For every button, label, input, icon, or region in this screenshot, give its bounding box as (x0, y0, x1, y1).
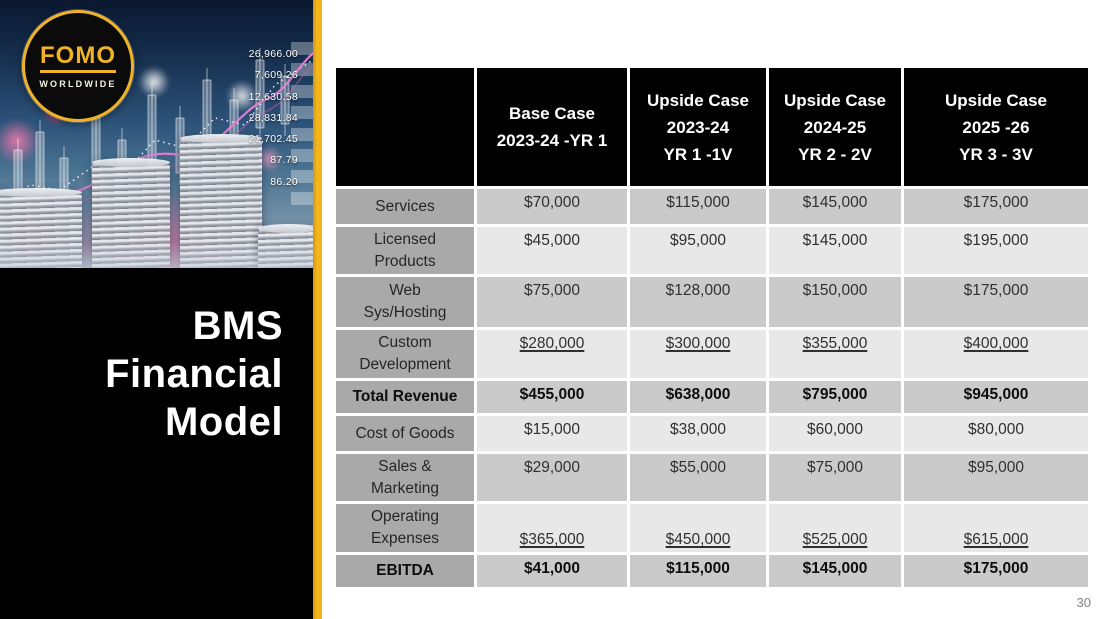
slide-title: BMS Financial Model (0, 302, 283, 446)
header-corner-cell (336, 68, 474, 186)
bokeh-light (0, 118, 40, 164)
value-cell: $280,000 (477, 330, 627, 378)
value-cell: $70,000 (477, 189, 627, 224)
fomo-logo: FOMO WORLDWIDE (22, 10, 134, 122)
header-cell: Upside Case 2023-24 YR 1 -1V (630, 68, 766, 186)
value-cell: $175,000 (904, 189, 1088, 224)
value-cell: $15,000 (477, 416, 627, 451)
title-line: Financial (105, 352, 283, 396)
value-cell: $145,000 (769, 227, 901, 274)
value-cell: $95,000 (630, 227, 766, 274)
title-panel: BMS Financial Model (0, 268, 313, 619)
value-cell: $300,000 (630, 330, 766, 378)
row-label-cell: Licensed Products (336, 227, 474, 274)
ticker-value: 26,966.00 (248, 48, 298, 60)
header-cell: Base Case 2023-24 -YR 1 (477, 68, 627, 186)
title-line: BMS (192, 304, 283, 348)
value-cell: $60,000 (769, 416, 901, 451)
header-cell: Upside Case 2024-25 YR 2 - 2V (769, 68, 901, 186)
value-cell: $41,000 (477, 555, 627, 587)
value-cell: $45,000 (477, 227, 627, 274)
value-cell: $615,000 (904, 504, 1088, 552)
financial-table: Base Case 2023-24 -YR 1 Upside Case 2023-… (336, 68, 1088, 587)
value-cell: $365,000 (477, 504, 627, 552)
row-label-cell: EBITDA (336, 555, 474, 587)
stock-photo: 26,966.00 7,609.26 12,630.58 28,831.84 21,70… (0, 0, 313, 268)
value-cell: $355,000 (769, 330, 901, 378)
value-cell: $175,000 (904, 555, 1088, 587)
row-label-cell: Web Sys/Hosting (336, 277, 474, 327)
logo-subtitle: WORLDWIDE (39, 78, 117, 89)
value-cell: $115,000 (630, 189, 766, 224)
value-cell: $455,000 (477, 381, 627, 413)
row-label-cell: Cost of Goods (336, 416, 474, 451)
value-cell: $150,000 (769, 277, 901, 327)
value-cell: $525,000 (769, 504, 901, 552)
value-cell: $450,000 (630, 504, 766, 552)
value-cell: $175,000 (904, 277, 1088, 327)
row-label-cell: Total Revenue (336, 381, 474, 413)
value-cell: $38,000 (630, 416, 766, 451)
value-cell: $29,000 (477, 454, 627, 501)
value-cell: $145,000 (769, 189, 901, 224)
ticker-value: 28,831.84 (248, 111, 298, 124)
row-label-cell: Sales & Marketing (336, 454, 474, 501)
value-cell: $195,000 (904, 227, 1088, 274)
header-cell: Upside Case 2025 -26 YR 3 - 3V (904, 68, 1088, 186)
row-label-cell: Services (336, 189, 474, 224)
value-cell: $115,000 (630, 555, 766, 587)
ticker-values: 26,966.00 7,609.26 12,630.58 28,831.84 21,70… (249, 44, 298, 193)
value-cell: $638,000 (630, 381, 766, 413)
row-label-cell: Operating Expenses (336, 504, 474, 552)
page-number: 30 (1076, 595, 1091, 610)
value-cell: $400,000 (904, 330, 1088, 378)
value-cell: $795,000 (769, 381, 901, 413)
logo-name: FOMO (40, 43, 116, 73)
value-cell: $145,000 (769, 555, 901, 587)
bokeh-light (138, 66, 170, 98)
ticker-value: 86.20 (270, 175, 298, 188)
value-cell: $95,000 (904, 454, 1088, 501)
value-cell: $80,000 (904, 416, 1088, 451)
value-cell: $945,000 (904, 381, 1088, 413)
value-cell: $128,000 (630, 277, 766, 327)
value-cell: $75,000 (769, 454, 901, 501)
reflective-floor (0, 242, 313, 268)
ticker-value: 21,702.45 (248, 133, 298, 146)
ticker-value: 87.79 (270, 154, 298, 167)
ticker-value: 7,609.26 (254, 69, 298, 82)
ticker-value: 12,630.58 (248, 90, 298, 103)
value-cell: $75,000 (477, 277, 627, 327)
row-label-cell: Custom Development (336, 330, 474, 378)
value-cell: $55,000 (630, 454, 766, 501)
title-line: Model (164, 400, 283, 444)
accent-stripe (313, 0, 322, 619)
